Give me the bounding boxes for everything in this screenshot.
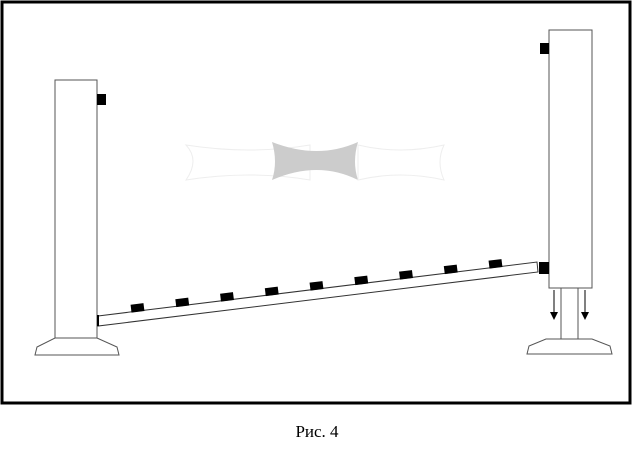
beam-end-cap xyxy=(97,315,99,326)
beam-marker xyxy=(399,270,413,280)
right-upper-sensor xyxy=(540,43,549,54)
beam-markers xyxy=(130,259,503,313)
barrier-beam xyxy=(97,261,539,327)
down-arrow-icon xyxy=(550,290,558,320)
left-sensor xyxy=(97,94,106,105)
beam-marker xyxy=(220,292,234,302)
beam-marker xyxy=(264,286,279,297)
left-post xyxy=(34,79,120,356)
beam-marker xyxy=(130,303,145,313)
ghost-shape xyxy=(184,142,445,181)
down-arrow-icon xyxy=(581,290,589,320)
beam-marker xyxy=(309,281,324,291)
figure-frame xyxy=(0,0,632,405)
beam-marker xyxy=(354,275,369,286)
right-post xyxy=(526,29,613,355)
beam-marker xyxy=(175,297,190,308)
beam-marker xyxy=(443,264,458,275)
beam-marker xyxy=(488,259,503,269)
right-lower-sensor xyxy=(539,262,549,274)
figure-caption: Рис. 4 xyxy=(295,422,339,441)
